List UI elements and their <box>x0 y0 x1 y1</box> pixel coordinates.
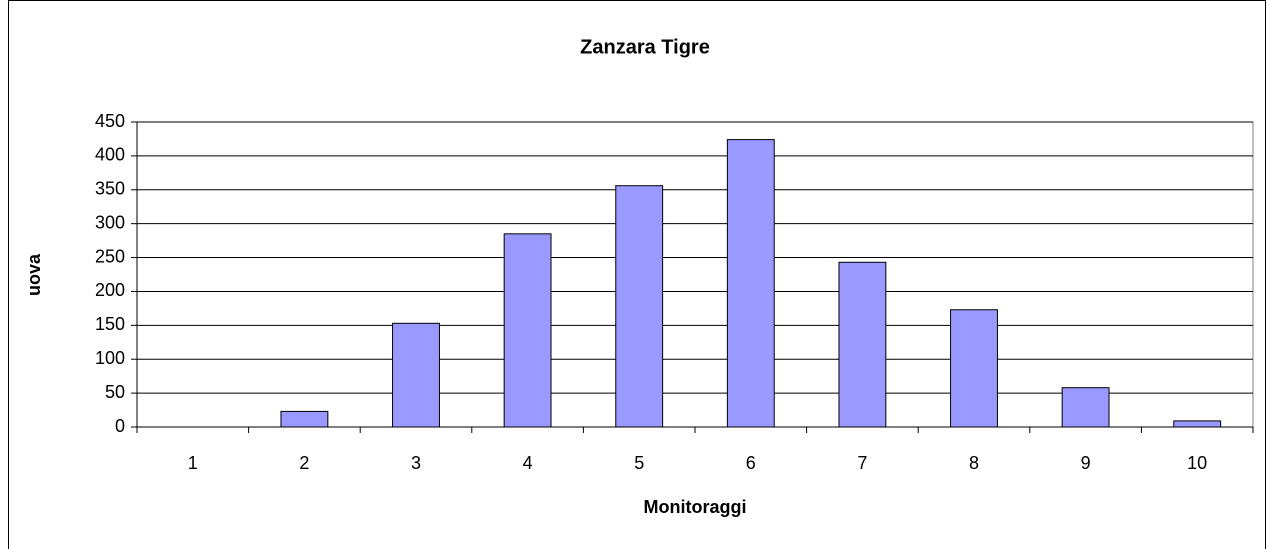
bar <box>392 322 440 428</box>
y-axis-label: uova <box>24 253 44 296</box>
y-tick-label: 50 <box>105 382 125 402</box>
x-tick-label: 1 <box>188 453 198 473</box>
y-tick-label: 350 <box>95 179 125 199</box>
x-tick-label: 6 <box>746 453 756 473</box>
y-tick-label: 250 <box>95 246 125 266</box>
y-tick-label: 0 <box>115 416 125 436</box>
x-tick-label: 5 <box>634 453 644 473</box>
y-tick-label: 100 <box>95 348 125 368</box>
plot-area <box>136 121 1254 428</box>
x-tick-label: 9 <box>1081 453 1091 473</box>
y-tick-label: 400 <box>95 145 125 165</box>
bar <box>1173 420 1222 428</box>
y-tick-label: 200 <box>95 280 125 300</box>
bar <box>838 261 887 428</box>
x-tick-label: 3 <box>411 453 421 473</box>
y-tick-label: 450 <box>95 111 125 131</box>
x-tick-label: 10 <box>1187 453 1207 473</box>
bar <box>1061 387 1110 428</box>
x-tick-label: 2 <box>299 453 309 473</box>
x-tick-label: 8 <box>969 453 979 473</box>
y-tick-label: 150 <box>95 314 125 334</box>
chart-title: Zanzara Tigre <box>580 36 710 58</box>
bar <box>503 233 552 428</box>
x-axis-label: Monitoraggi <box>644 497 747 517</box>
x-tick-label: 4 <box>523 453 533 473</box>
bar <box>615 185 664 428</box>
bar <box>280 410 329 428</box>
bar <box>726 139 775 428</box>
y-tick-label: 300 <box>95 212 125 232</box>
x-tick-label: 7 <box>857 453 867 473</box>
bar <box>950 309 998 428</box>
